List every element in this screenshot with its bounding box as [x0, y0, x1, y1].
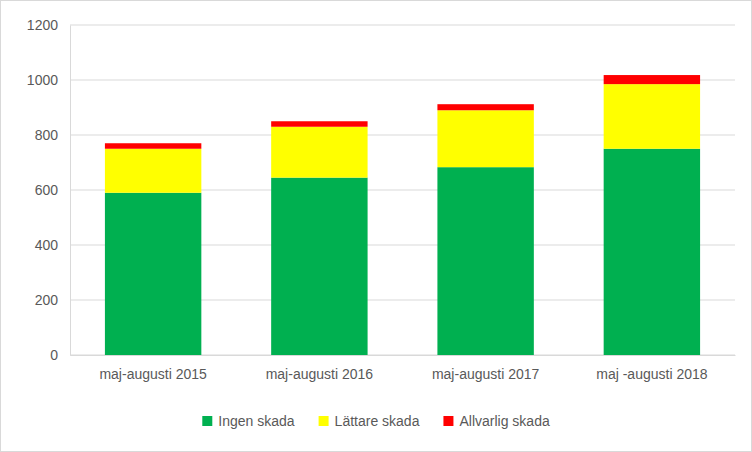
bar-segment [604, 84, 700, 149]
y-axis-line [70, 26, 71, 356]
bar-segment [437, 104, 533, 110]
bar-segment [437, 110, 533, 167]
legend-label: Lättare skada [335, 413, 420, 429]
y-tick: 600 [35, 182, 70, 198]
grid [70, 25, 735, 355]
legend-swatch [443, 416, 453, 426]
bar-segment [271, 178, 367, 355]
y-axis: 0 200 400 600 800 1000 1200 [27, 17, 71, 363]
y-tick: 400 [35, 237, 70, 253]
legend-item: Allvarlig skada [443, 413, 549, 429]
y-tick-label: 1200 [27, 17, 58, 33]
bar-segment [604, 149, 700, 355]
y-tick-label: 600 [35, 182, 59, 198]
y-tick-label: 200 [35, 292, 59, 308]
x-axis: maj-augusti 2015 maj-augusti 2016 maj-augu… [71, 355, 736, 382]
legend-item: Lättare skada [319, 413, 420, 429]
bar-segment [105, 193, 201, 355]
x-tick: maj-augusti 2017 [432, 355, 540, 382]
y-tick: 1200 [27, 17, 70, 33]
bar-segment [105, 149, 201, 193]
y-tick-label: 800 [35, 127, 59, 143]
legend-swatch [202, 416, 212, 426]
y-tick: 200 [35, 292, 70, 308]
legend: Ingen skada Lättare skada Allvarlig skada [202, 413, 550, 429]
x-tick-label: maj-augusti 2015 [99, 366, 207, 382]
y-tick-label: 0 [50, 347, 58, 363]
bar-segment [604, 75, 700, 84]
y-tick: 800 [35, 127, 70, 143]
bar-segment [437, 167, 533, 355]
x-tick-label: maj-augusti 2016 [266, 366, 374, 382]
chart-border [1, 1, 752, 452]
bar-segment [271, 127, 367, 178]
x-tick-label: maj-augusti 2017 [432, 366, 540, 382]
y-tick-label: 1000 [27, 72, 58, 88]
x-tick: maj -augusti 2018 [596, 355, 708, 382]
bars [105, 75, 700, 355]
x-tick: maj-augusti 2015 [99, 355, 207, 382]
x-axis-line [71, 355, 736, 356]
plot: 020040060080010001200maj-augusti 2015maj… [27, 17, 736, 382]
grid-line [70, 25, 735, 26]
y-tick: 0 [50, 347, 70, 363]
y-tick-label: 400 [35, 237, 59, 253]
legend-label: Ingen skada [218, 413, 294, 429]
y-tick: 1000 [27, 72, 70, 88]
legend-label: Allvarlig skada [459, 413, 549, 429]
legend-item: Ingen skada [202, 413, 294, 429]
x-tick-label: maj -augusti 2018 [596, 366, 708, 382]
legend-swatch [319, 416, 329, 426]
x-tick: maj-augusti 2016 [266, 355, 374, 382]
bar-segment [271, 121, 367, 127]
bar-segment [105, 143, 201, 149]
chart: 020040060080010001200maj-augusti 2015maj… [0, 0, 752, 452]
